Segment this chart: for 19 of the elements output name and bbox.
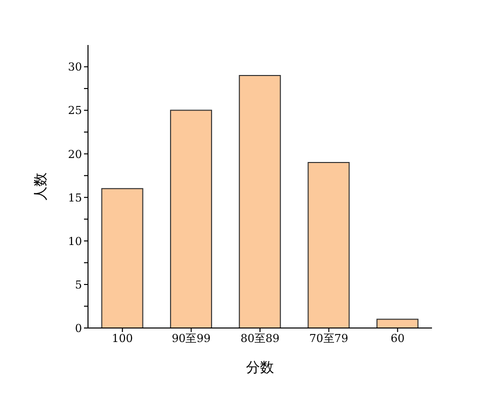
bar: [308, 162, 350, 328]
y-tick-label: 30: [68, 60, 82, 74]
bar: [101, 188, 144, 328]
y-tick-label: 25: [68, 104, 82, 118]
y-tick-label: 5: [75, 278, 82, 292]
bar: [376, 318, 418, 328]
y-axis-title: 人数: [32, 172, 49, 200]
bar: [170, 110, 212, 328]
x-axis-title: 分数: [246, 360, 274, 376]
x-tick-label: 70至79: [309, 332, 348, 345]
y-tick-label: 15: [68, 191, 82, 204]
y-tick-label: 0: [75, 322, 82, 335]
x-tick-label: 80至89: [240, 332, 280, 345]
x-tick-label: 60: [390, 332, 405, 345]
y-tick-label: 10: [68, 234, 82, 248]
bar: [238, 74, 281, 328]
y-tick-label: 20: [68, 148, 82, 161]
x-tick-label: 90至99: [172, 332, 211, 345]
x-tick-label: 100: [112, 332, 133, 345]
